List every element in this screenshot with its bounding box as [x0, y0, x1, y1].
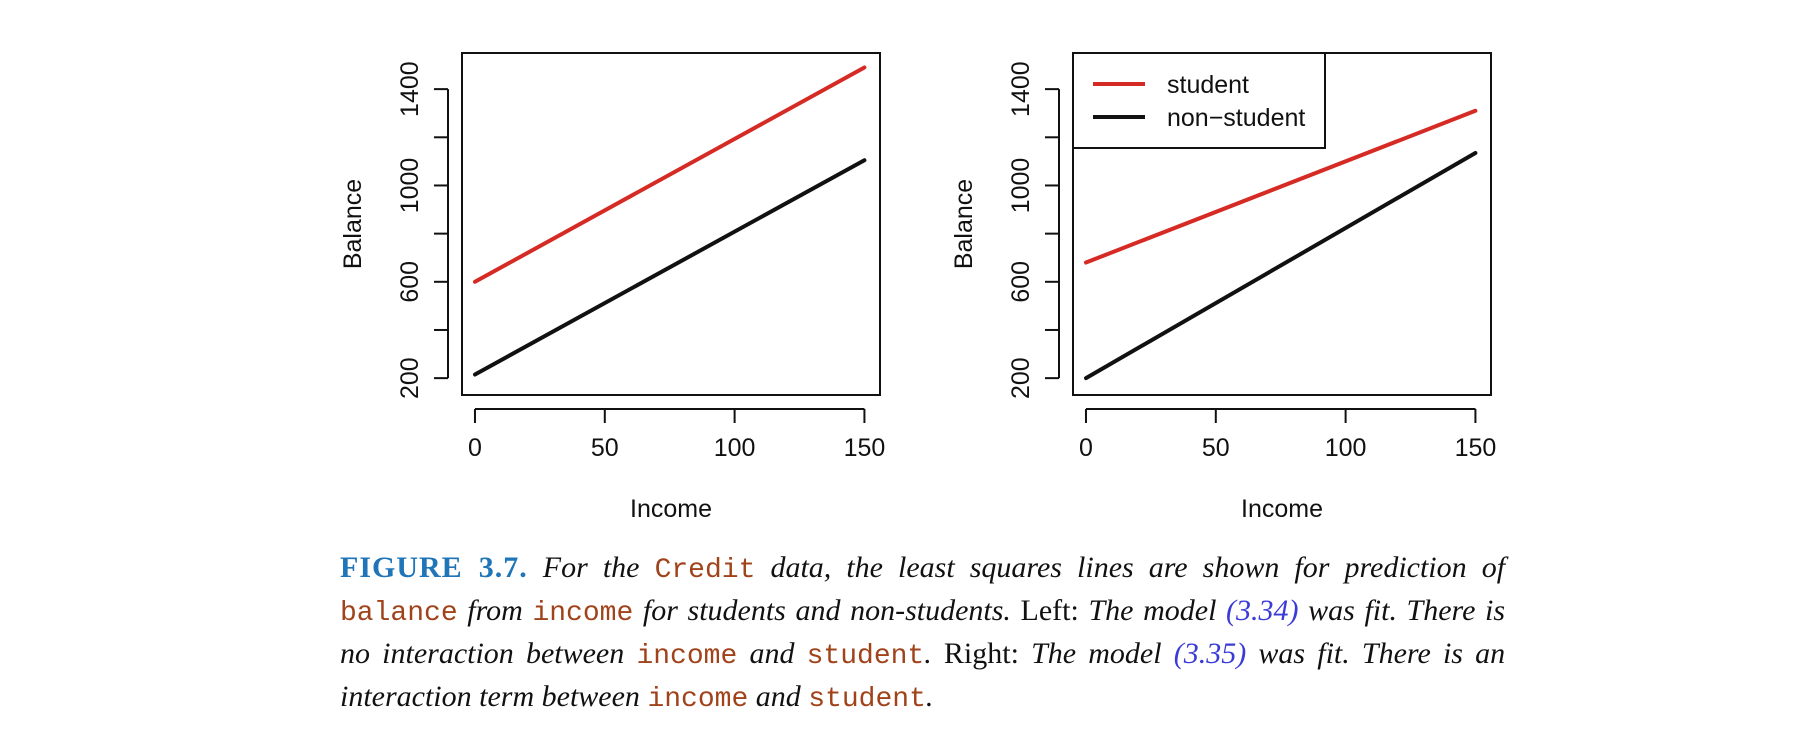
right-y-tick-label: 600 — [1007, 261, 1035, 303]
left-y-axis-label: Balance — [339, 179, 367, 269]
right-series-line-1 — [1084, 151, 1478, 381]
caption-text: was fit. There is an interaction term be… — [340, 637, 1506, 713]
left-series-line-1 — [473, 158, 867, 377]
left-x-tick-label: 50 — [591, 434, 619, 462]
left-axes: 0 50 100 150 200 600 1000 1400 — [396, 61, 885, 462]
caption-text: For the — [542, 551, 640, 584]
code-income: income — [647, 684, 749, 715]
code-income: income — [636, 641, 738, 672]
figure-label: FIGURE 3.7. — [340, 551, 528, 584]
left-y-tick-label: 600 — [396, 261, 424, 303]
right-axes: 0 50 100 150 200 600 1000 1400 — [1007, 61, 1496, 462]
caption-text: and — [755, 680, 801, 713]
right-x-tick-label: 100 — [1325, 434, 1367, 462]
equation-reference-link[interactable]: (3.34) — [1226, 594, 1299, 627]
caption-text: from — [467, 594, 523, 627]
left-series-lines — [473, 65, 867, 377]
caption-text: The model — [1088, 594, 1217, 627]
right-x-tick-label: 50 — [1202, 434, 1230, 462]
left-y-tick-label: 1000 — [396, 158, 424, 214]
code-income: income — [532, 598, 634, 629]
right-x-tick-label: 150 — [1455, 434, 1497, 462]
code-balance: balance — [340, 598, 458, 629]
left-x-tick-label: 0 — [468, 434, 482, 462]
code-student: student — [806, 641, 925, 672]
caption-text: for students and non-students. — [642, 594, 1011, 627]
left-x-tick-label: 100 — [714, 434, 756, 462]
right-y-tick-label: 1000 — [1007, 158, 1035, 214]
left-panel: 0 50 100 150 200 600 1000 1400 Income Balance — [339, 52, 885, 523]
right-panel: 0 50 100 150 200 600 1000 1400 Income Balance s… — [950, 52, 1496, 523]
caption-text: data, the least squares lines are shown … — [770, 551, 1506, 584]
legend-box — [1072, 52, 1326, 149]
left-x-axis-label: Income — [630, 495, 712, 523]
caption-right-label: Right: — [943, 637, 1019, 670]
equation-reference-link[interactable]: (3.35) — [1173, 637, 1247, 670]
right-series-line-0 — [1084, 108, 1478, 265]
right-x-tick-label: 0 — [1079, 434, 1093, 462]
legend: student non−student — [1072, 52, 1326, 149]
left-y-tick-label: 1400 — [396, 61, 424, 117]
caption-left-label: Left: — [1020, 594, 1079, 627]
right-x-axis-label: Income — [1241, 495, 1323, 523]
left-y-tick-label: 200 — [396, 357, 424, 399]
code-student: student — [808, 684, 926, 715]
caption-text: . — [925, 680, 934, 713]
caption-text: and — [749, 637, 795, 670]
left-plot-frame — [461, 52, 881, 396]
legend-label-non-student: non−student — [1167, 104, 1305, 132]
left-series-line-0 — [473, 65, 867, 284]
right-y-tick-label: 200 — [1007, 357, 1035, 399]
legend-label-student: student — [1167, 71, 1249, 99]
right-y-axis-label: Balance — [950, 179, 978, 269]
left-x-tick-label: 150 — [844, 434, 886, 462]
caption-text: was fit. There is no interaction between — [340, 594, 1506, 670]
right-y-tick-label: 1400 — [1007, 61, 1035, 117]
code-credit: Credit — [654, 555, 756, 586]
caption-text: . — [924, 637, 932, 670]
right-series-lines — [1084, 108, 1478, 381]
figure-caption: FIGURE 3.7. For the Credit data, the lea… — [340, 548, 1505, 720]
caption-text: The model — [1031, 637, 1162, 670]
